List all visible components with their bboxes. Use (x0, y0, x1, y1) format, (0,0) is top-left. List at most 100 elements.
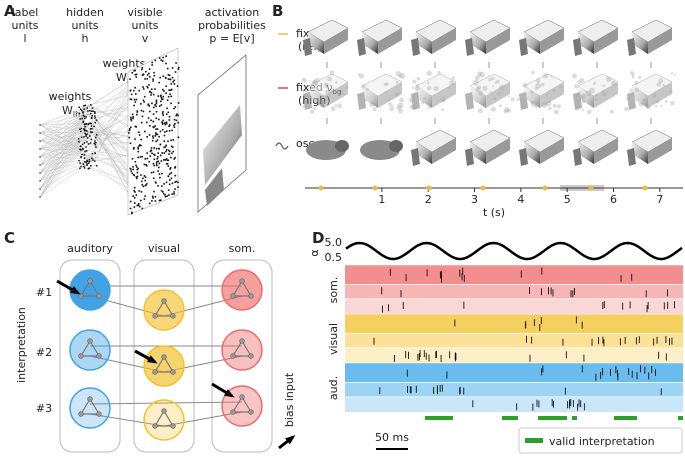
unit (129, 168, 132, 170)
unit (144, 78, 146, 80)
unit (136, 111, 139, 113)
noise (388, 102, 392, 107)
noise (408, 97, 414, 103)
noise (357, 73, 360, 76)
column-header: v (142, 32, 149, 45)
weight-line (39, 131, 94, 190)
unit (162, 119, 164, 122)
weight-line (84, 78, 133, 110)
noise (624, 107, 629, 112)
unit (171, 152, 173, 155)
unit (159, 154, 162, 157)
unit (168, 119, 171, 121)
unit (150, 171, 153, 174)
unit (139, 103, 142, 105)
unit (138, 89, 141, 92)
noise (358, 73, 365, 79)
truck-side (540, 28, 564, 54)
unit (154, 59, 157, 62)
noise (478, 90, 484, 96)
noise (302, 105, 305, 108)
unit (160, 185, 163, 187)
unit (134, 101, 137, 103)
unit (90, 125, 93, 127)
unit (161, 121, 163, 124)
unit (174, 167, 176, 169)
weight-line (39, 122, 91, 198)
unit (177, 114, 179, 117)
weights-symbol: Wlh (62, 104, 80, 119)
noise (503, 108, 509, 114)
unit (155, 128, 157, 131)
unit (85, 146, 87, 148)
unit (141, 68, 143, 71)
unit (155, 133, 157, 136)
noise (426, 70, 432, 77)
truck-side (416, 32, 432, 54)
unit (82, 111, 84, 113)
panel-label: B (272, 2, 283, 20)
column-header: units (11, 19, 38, 32)
frame (571, 73, 619, 115)
triangle (79, 279, 101, 297)
unit (159, 199, 162, 201)
unit (158, 57, 161, 59)
unit (83, 130, 86, 132)
unit (154, 196, 157, 198)
noise (508, 95, 511, 98)
unit (157, 185, 159, 187)
noise (574, 84, 579, 89)
noise (496, 79, 501, 84)
unit (159, 76, 162, 79)
unit (161, 122, 164, 124)
weight-line (39, 131, 94, 182)
noise (301, 77, 307, 83)
truck-side (648, 82, 672, 108)
unit (128, 132, 130, 134)
noise (541, 102, 548, 108)
unit (146, 157, 149, 160)
column-header: som. (229, 242, 256, 255)
noise (399, 72, 406, 79)
noise (534, 86, 539, 91)
noise (521, 103, 528, 110)
unit (161, 112, 164, 115)
frame (465, 19, 511, 56)
noise (345, 85, 349, 89)
unit (152, 106, 155, 109)
noise (510, 97, 515, 102)
noise (490, 106, 497, 112)
unit (89, 135, 91, 137)
noise (475, 86, 481, 92)
weight-line (87, 127, 133, 147)
unit (146, 77, 149, 80)
weight-line (39, 149, 84, 190)
frame (357, 19, 403, 56)
unit (129, 78, 131, 80)
unit (163, 152, 166, 154)
valid-bar (572, 416, 577, 420)
noise (427, 106, 431, 109)
unit (87, 162, 90, 165)
unit (170, 139, 172, 142)
unit (148, 134, 151, 136)
frame-dot (588, 185, 594, 191)
node (248, 409, 254, 415)
node (96, 411, 102, 417)
noise (319, 95, 323, 99)
noise (605, 76, 612, 83)
weight-line (82, 95, 133, 151)
weight-line (39, 124, 82, 142)
unit (140, 180, 143, 183)
x-tick-label: 2 (425, 193, 432, 206)
noise (638, 102, 644, 107)
unit (89, 142, 92, 144)
node (87, 338, 93, 344)
unit (158, 148, 160, 150)
unit (136, 177, 138, 180)
column-header: units (71, 19, 98, 32)
unit (146, 152, 148, 154)
noise (646, 104, 651, 110)
unit (163, 146, 165, 149)
unit (39, 132, 41, 134)
